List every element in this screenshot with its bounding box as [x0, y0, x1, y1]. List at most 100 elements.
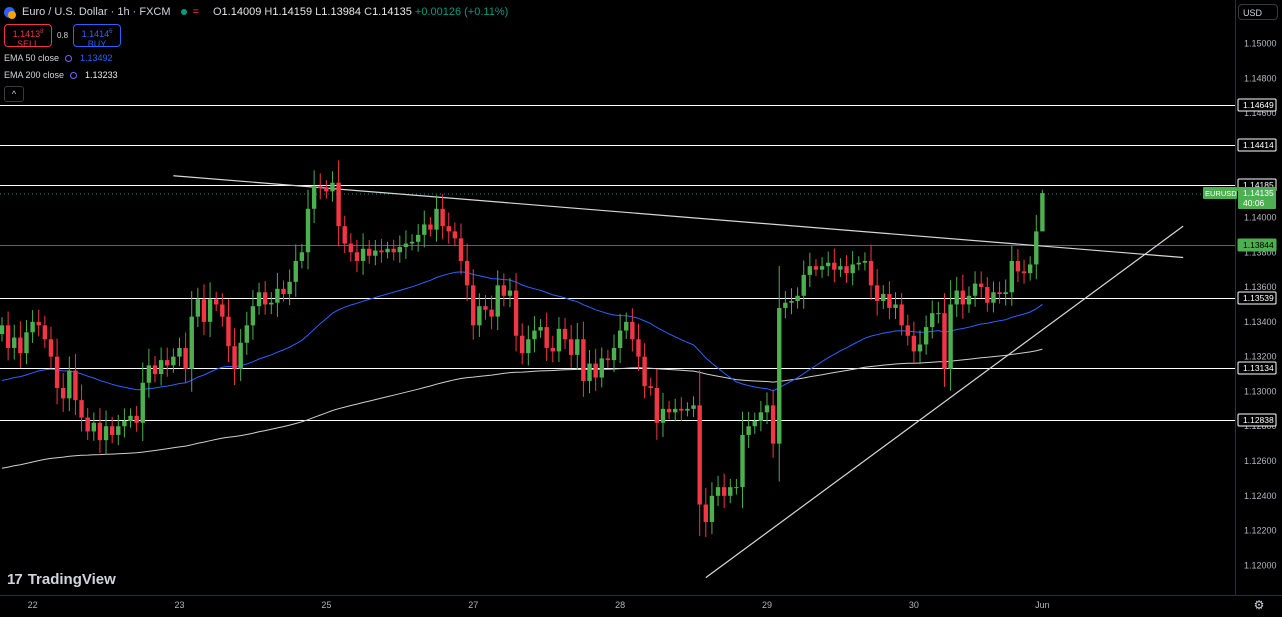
candle[interactable] [116, 414, 121, 446]
candle[interactable] [458, 223, 464, 275]
candle[interactable] [146, 348, 152, 398]
candle[interactable] [899, 293, 904, 336]
candle[interactable] [12, 324, 17, 360]
candle[interactable] [581, 321, 586, 397]
candle[interactable] [501, 273, 507, 307]
candle[interactable] [1015, 249, 1021, 283]
candle[interactable] [881, 285, 886, 309]
candle[interactable] [795, 287, 800, 309]
candle[interactable] [336, 160, 341, 247]
candle[interactable] [666, 400, 672, 420]
currency-select[interactable]: USD [1238, 4, 1278, 20]
candle[interactable] [838, 258, 843, 277]
candle[interactable] [887, 281, 892, 320]
candle[interactable] [428, 217, 433, 237]
candle[interactable] [18, 321, 23, 368]
candle[interactable] [826, 251, 831, 277]
candle[interactable] [844, 255, 849, 284]
candle[interactable] [464, 243, 470, 301]
candle[interactable] [5, 311, 11, 361]
candle[interactable] [544, 312, 549, 361]
candle[interactable] [783, 291, 788, 319]
candle[interactable] [917, 330, 923, 365]
ema200-line[interactable] [1, 348, 1043, 469]
candle[interactable] [740, 411, 745, 509]
candle[interactable] [948, 280, 953, 391]
candle[interactable] [770, 389, 776, 458]
candle[interactable] [360, 233, 366, 275]
candle[interactable] [1027, 256, 1033, 281]
candle[interactable] [0, 317, 5, 342]
candle[interactable] [330, 171, 335, 202]
candle[interactable] [67, 356, 72, 412]
candle[interactable] [856, 256, 861, 271]
candle[interactable] [685, 402, 690, 417]
candle[interactable] [636, 323, 641, 371]
candle[interactable] [1009, 246, 1014, 306]
candle[interactable] [752, 412, 757, 434]
gear-icon[interactable]: ⚙ [1253, 598, 1265, 612]
candle[interactable] [593, 348, 598, 391]
candle[interactable] [397, 235, 402, 263]
sell-button[interactable]: 1.14138 SELL [4, 24, 52, 49]
candle[interactable] [287, 269, 292, 306]
candle[interactable] [379, 238, 384, 263]
candle[interactable] [477, 293, 482, 338]
candle[interactable] [85, 407, 90, 441]
candle[interactable] [979, 271, 984, 299]
candle[interactable] [691, 396, 696, 417]
candle[interactable] [819, 257, 825, 278]
candle[interactable] [758, 400, 764, 432]
candle[interactable] [599, 347, 604, 388]
candle[interactable] [109, 416, 115, 444]
candle[interactable] [256, 282, 262, 315]
candle[interactable] [201, 284, 207, 336]
candle[interactable] [54, 338, 60, 405]
candle[interactable] [232, 328, 237, 386]
candle[interactable] [997, 281, 1002, 304]
candle[interactable] [734, 478, 739, 495]
candle[interactable] [91, 412, 96, 441]
candle[interactable] [24, 319, 29, 365]
candle[interactable] [972, 271, 978, 307]
candle[interactable] [813, 259, 819, 276]
candle[interactable] [874, 269, 880, 316]
candle[interactable] [624, 312, 629, 339]
candle[interactable] [513, 273, 519, 352]
candle[interactable] [373, 240, 378, 266]
candle[interactable] [893, 292, 898, 319]
candle[interactable] [422, 210, 427, 248]
candle[interactable] [299, 244, 305, 269]
candle[interactable] [140, 362, 145, 442]
candle[interactable] [562, 318, 568, 349]
candle[interactable] [721, 473, 727, 508]
candle[interactable] [673, 398, 678, 422]
candle[interactable] [679, 397, 684, 422]
candle[interactable] [575, 322, 580, 370]
candle[interactable] [703, 487, 708, 537]
candle[interactable] [568, 325, 574, 368]
candle[interactable] [654, 369, 660, 440]
candle[interactable] [630, 308, 635, 352]
candle[interactable] [171, 348, 176, 373]
candle[interactable] [966, 286, 972, 313]
candle[interactable] [226, 298, 231, 363]
candle[interactable] [391, 239, 396, 261]
candle[interactable] [158, 347, 164, 386]
candle[interactable] [660, 393, 666, 438]
ema50-line[interactable] [1, 271, 1043, 392]
candle[interactable] [648, 377, 653, 396]
candle[interactable] [262, 281, 268, 315]
candle[interactable] [1040, 189, 1045, 232]
collapse-legend-button[interactable]: ^ [4, 86, 24, 102]
candle[interactable] [507, 277, 513, 308]
trendline-descending-resistance[interactable] [173, 175, 1184, 259]
candle[interactable] [165, 347, 170, 377]
candle[interactable] [942, 293, 947, 387]
candle[interactable] [214, 291, 219, 312]
candle[interactable] [183, 332, 188, 383]
ema50-legend[interactable]: EMA 50 close 1.13492 [4, 53, 113, 63]
trendline-ascending-support[interactable] [705, 225, 1184, 579]
candle[interactable] [250, 290, 256, 340]
candle[interactable] [728, 478, 733, 504]
